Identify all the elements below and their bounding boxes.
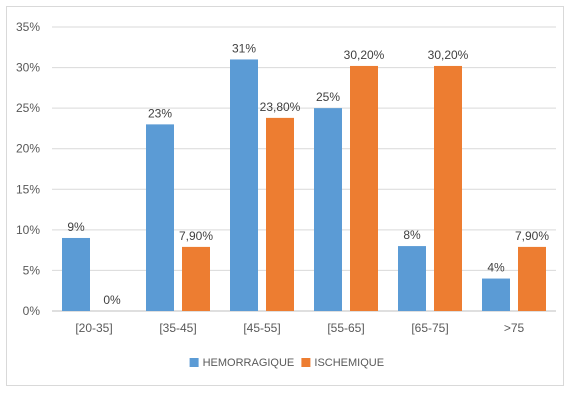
data-label: 9%	[67, 220, 85, 234]
y-tick-label: 0%	[23, 304, 41, 318]
bar	[398, 246, 426, 311]
y-tick-label: 25%	[16, 101, 40, 115]
bar	[482, 278, 510, 311]
data-label: 31%	[232, 41, 256, 55]
x-tick-label: [45-55]	[243, 321, 280, 335]
data-label: 4%	[487, 261, 505, 275]
grid-lines	[52, 26, 556, 312]
data-label: 30,20%	[428, 48, 469, 62]
y-tick-label: 30%	[16, 61, 40, 75]
y-tick-label: 20%	[16, 142, 40, 156]
bar	[314, 108, 342, 312]
x-axis-ticks: [20-35] [35-45] [45-55] [55-65] [65-75] >75	[75, 321, 524, 335]
y-axis-ticks: 0% 5% 10% 15% 20% 25% 30% 35%	[16, 20, 40, 318]
bar	[182, 246, 210, 311]
data-label: 23,80%	[260, 100, 301, 114]
x-tick-label: >75	[504, 321, 525, 335]
bar	[230, 59, 258, 312]
legend-swatch	[189, 358, 199, 367]
y-tick-label: 15%	[16, 182, 40, 196]
data-label: 23%	[148, 106, 172, 120]
data-label: 7,90%	[515, 229, 549, 243]
bar	[146, 124, 174, 311]
y-tick-label: 5%	[23, 263, 41, 277]
data-label: 8%	[403, 228, 421, 242]
bar	[266, 117, 294, 311]
legend: HEMORRAGIQUE ISCHEMIQUE	[189, 357, 384, 369]
y-tick-label: 35%	[16, 20, 40, 34]
x-tick-label: [55-65]	[327, 321, 364, 335]
data-label: 25%	[316, 90, 340, 104]
data-label: 7,90%	[179, 229, 213, 243]
bar	[518, 246, 546, 311]
legend-label: HEMORRAGIQUE	[203, 357, 295, 369]
y-tick-label: 10%	[16, 223, 40, 237]
bar	[62, 237, 90, 311]
data-label: 0%	[103, 293, 121, 307]
x-tick-label: [35-45]	[159, 321, 196, 335]
bar	[350, 65, 378, 311]
data-label: 30,20%	[344, 48, 385, 62]
x-tick-label: [65-75]	[411, 321, 448, 335]
legend-label: ISCHEMIQUE	[314, 357, 384, 369]
bar	[434, 65, 462, 311]
bars	[62, 59, 546, 312]
x-tick-label: [20-35]	[75, 321, 112, 335]
legend-swatch	[301, 358, 311, 367]
data-labels: 9% 0% 23% 7,90% 31% 23,80% 25% 30,20% 8% 30,20% 4%…	[67, 41, 549, 307]
